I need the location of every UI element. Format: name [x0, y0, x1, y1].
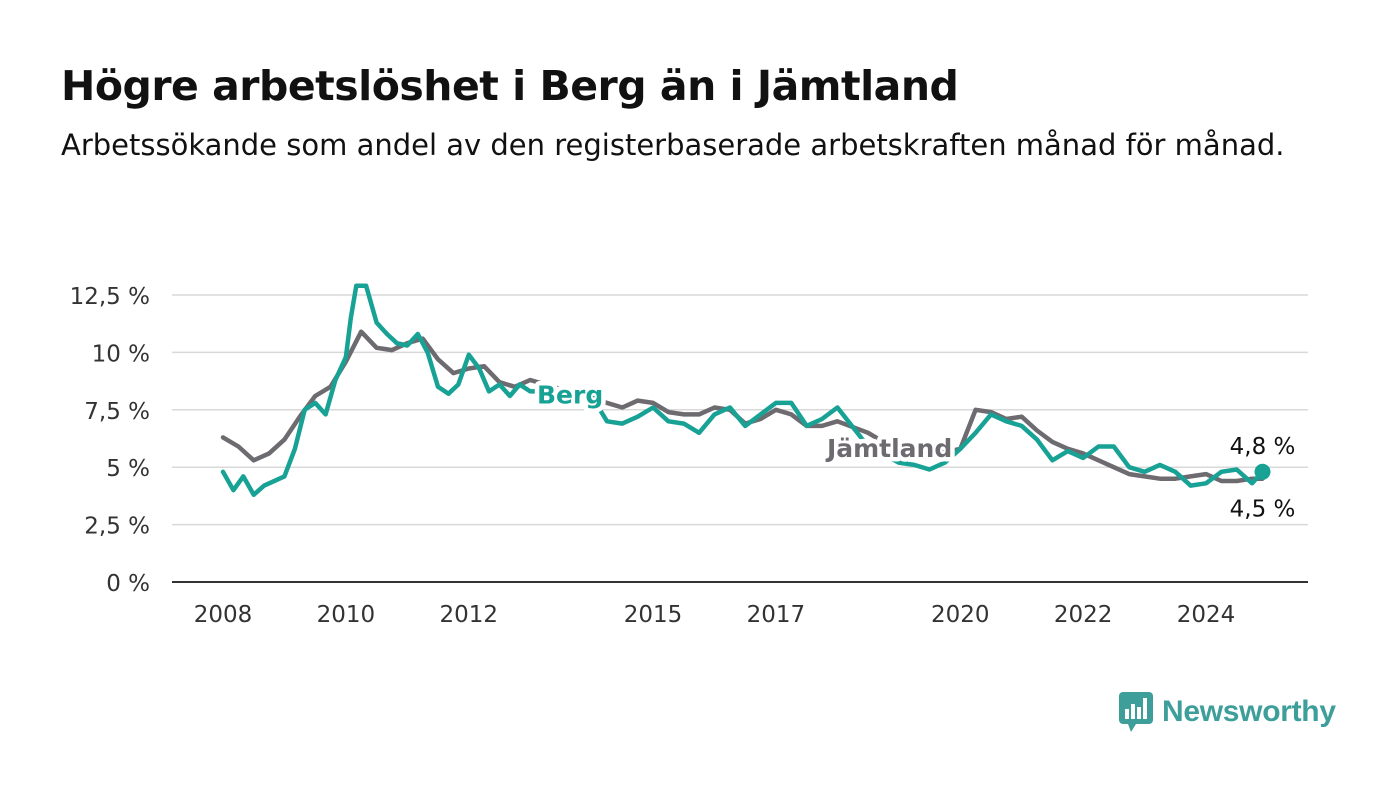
x-tick-label: 2024 [1177, 602, 1236, 628]
y-axis-tick-labels: 0 % 2,5 % 5 % 7,5 % 10 % 12,5 % [70, 284, 150, 597]
grid-lines [172, 294, 1308, 583]
series-labels: Berg Jämtland 4,8 % 4,5 % [532, 376, 1299, 527]
y-tick-label: 5 % [106, 456, 150, 482]
series-endpoint-berg [1254, 463, 1271, 480]
end-value-label-jamtland: 4,5 % [1230, 497, 1296, 523]
series-line-berg [220, 283, 1265, 498]
series-label-jamtland: Jämtland [825, 434, 952, 463]
x-tick-label: 2008 [194, 602, 253, 628]
x-tick-label: 2017 [747, 602, 806, 628]
x-tick-label: 2010 [317, 602, 376, 628]
y-tick-label: 10 % [92, 341, 150, 367]
y-tick-label: 7,5 % [84, 399, 150, 425]
newsworthy-logo[interactable]: Newsworthy [1118, 690, 1336, 734]
x-axis-tick-labels: 2008 2010 2012 2015 2017 2020 2022 2024 [194, 602, 1236, 628]
x-tick-label: 2015 [624, 602, 683, 628]
series-label-berg: Berg [537, 380, 603, 409]
end-value-label-berg: 4,8 % [1230, 434, 1296, 460]
x-tick-label: 2020 [931, 602, 990, 628]
chart-subtitle: Arbetssökande som andel av den registerb… [61, 128, 1285, 162]
x-tick-label: 2012 [439, 602, 498, 628]
x-tick-label: 2022 [1054, 602, 1113, 628]
series-line-jmtland [220, 329, 1265, 484]
chart-title: Högre arbetslöshet i Berg än i Jämtland [61, 62, 959, 110]
y-tick-label: 12,5 % [70, 284, 150, 310]
y-tick-label: 2,5 % [84, 514, 150, 540]
series-lines [220, 283, 1271, 498]
newsworthy-chart-icon [1119, 692, 1153, 732]
newsworthy-logo-text: Newsworthy [1162, 695, 1336, 728]
y-tick-label: 0 % [106, 571, 150, 597]
